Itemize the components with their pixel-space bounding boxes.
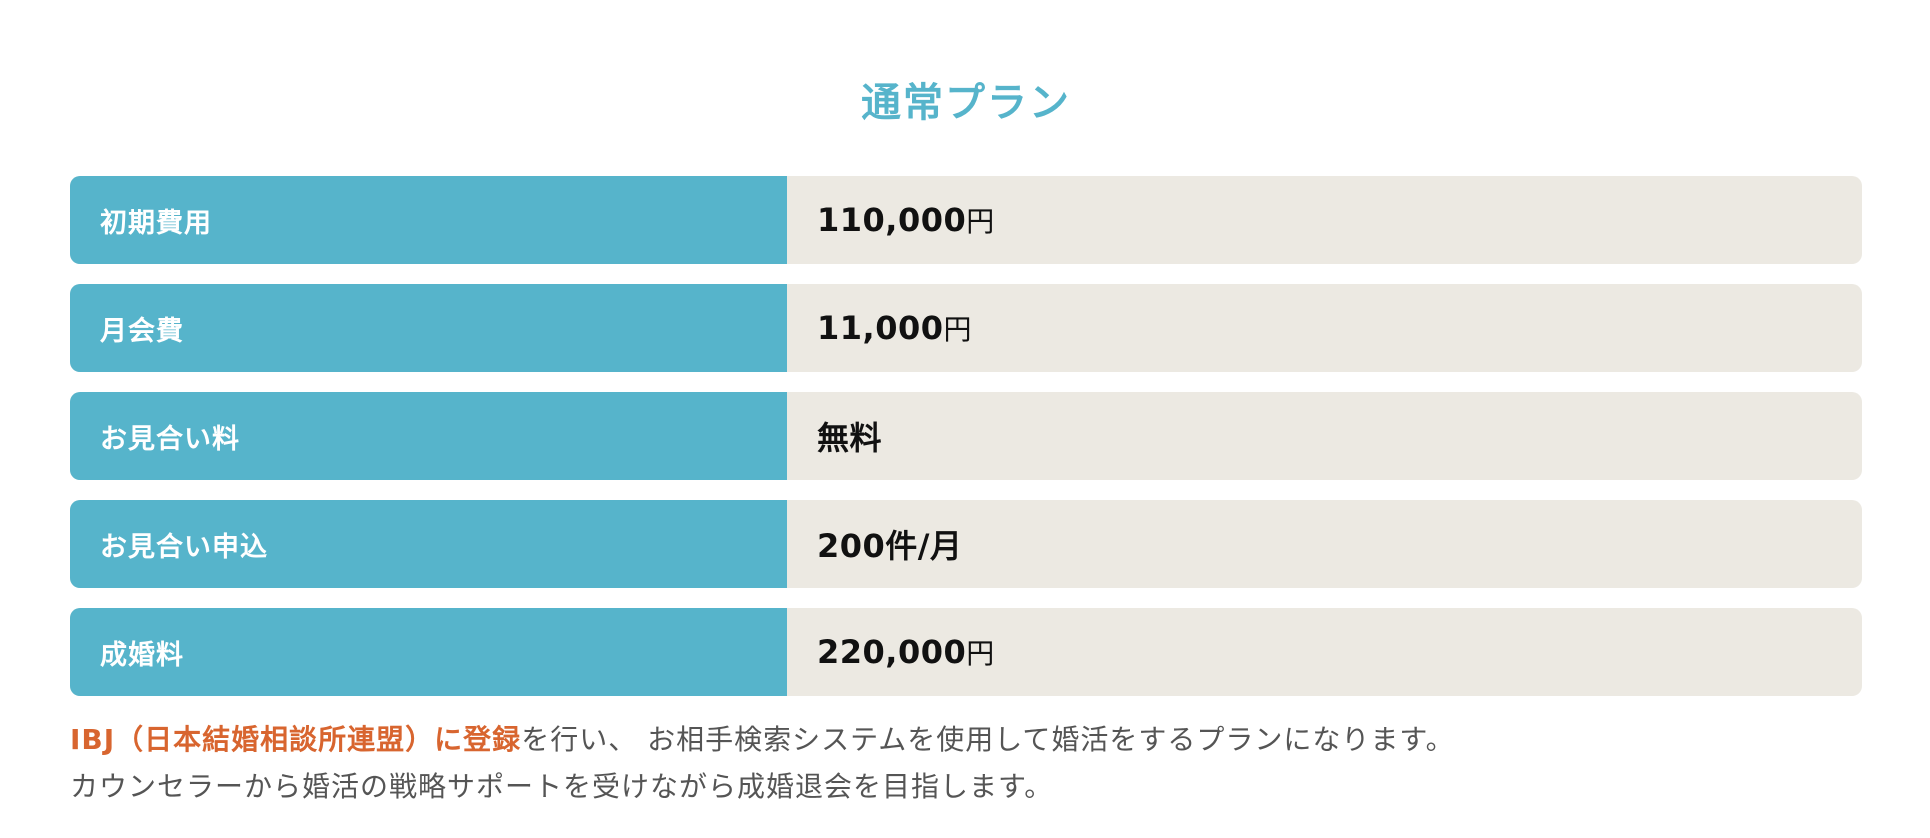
row-value: 110,000 xyxy=(817,201,967,239)
row-value: 無料 xyxy=(817,419,883,457)
price-row-marriage-fee: 成婚料 220,000 円 xyxy=(70,608,1862,696)
description-highlight: IBJ（日本結婚相談所連盟）に登録 xyxy=(70,723,522,756)
plan-title: 通常プラン xyxy=(861,80,1071,126)
row-unit: 円 xyxy=(966,637,995,670)
plan-section: 通常プラン 初期費用 110,000 円 月会費 11,000 円 お見合い料 無料… xyxy=(70,0,1862,810)
row-label: 成婚料 xyxy=(70,608,787,696)
row-label: 初期費用 xyxy=(70,176,787,264)
price-row-initial-fee: 初期費用 110,000 円 xyxy=(70,176,1862,264)
row-unit: 円 xyxy=(966,205,995,238)
description-line-1: IBJ（日本結婚相談所連盟）に登録を行い、 お相手検索システムを使用して婚活をす… xyxy=(70,716,1862,763)
row-unit: 円 xyxy=(943,313,972,346)
row-value-cell: 無料 xyxy=(787,392,1862,480)
row-value-cell: 110,000 円 xyxy=(787,176,1862,264)
description-line-2: カウンセラーから婚活の戦略サポートを受けながら成婚退会を目指します。 xyxy=(70,770,1054,803)
price-row-omiai-requests: お見合い申込 200件/月 xyxy=(70,500,1862,588)
row-label: 月会費 xyxy=(70,284,787,372)
price-table: 初期費用 110,000 円 月会費 11,000 円 お見合い料 無料 お見合い申… xyxy=(70,176,1862,696)
row-value-cell: 11,000 円 xyxy=(787,284,1862,372)
row-label: お見合い申込 xyxy=(70,500,787,588)
row-value: 11,000 xyxy=(817,309,944,347)
price-row-omiai-fee: お見合い料 無料 xyxy=(70,392,1862,480)
row-value: 220,000 xyxy=(817,633,967,671)
row-value: 200件/月 xyxy=(817,527,963,565)
row-label: お見合い料 xyxy=(70,392,787,480)
row-value-cell: 200件/月 xyxy=(787,500,1862,588)
description-line-1-text: を行い、 お相手検索システムを使用して婚活をするプランになります。 xyxy=(521,723,1455,756)
row-value-cell: 220,000 円 xyxy=(787,608,1862,696)
plan-description: IBJ（日本結婚相談所連盟）に登録を行い、 お相手検索システムを使用して婚活をす… xyxy=(70,716,1862,810)
price-row-monthly-fee: 月会費 11,000 円 xyxy=(70,284,1862,372)
